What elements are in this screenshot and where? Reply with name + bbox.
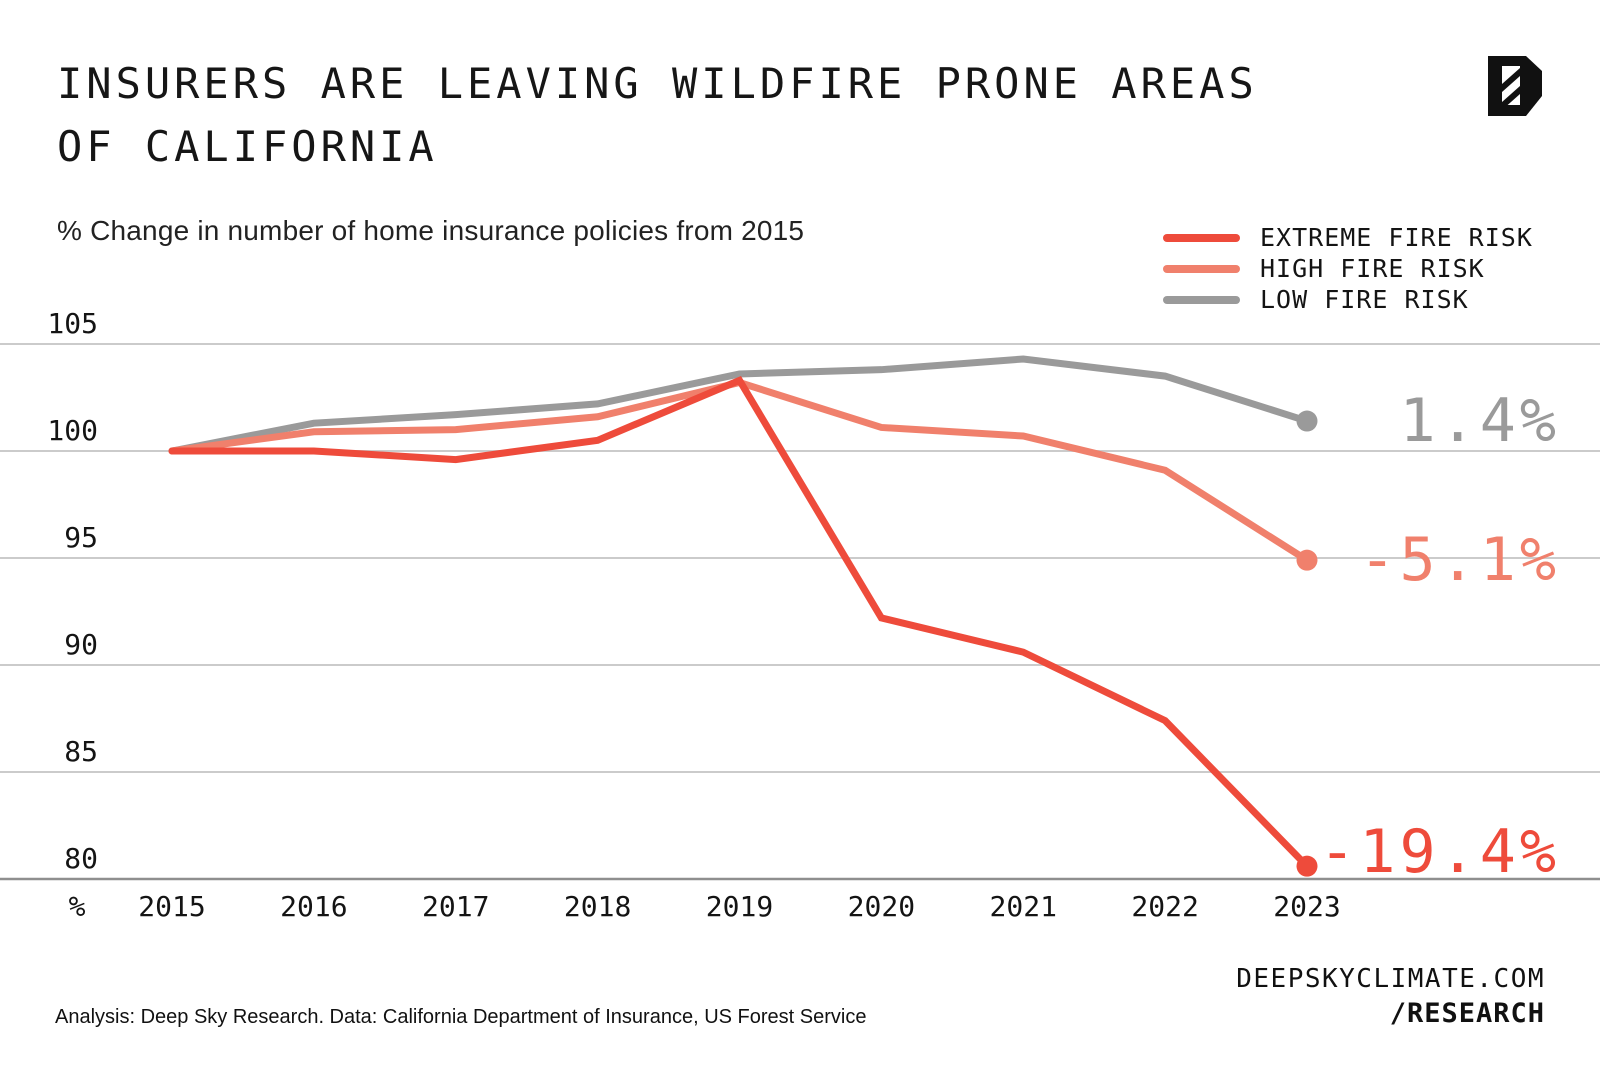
low-fire-risk-end-label: 1.4% (1399, 386, 1560, 457)
page-title: INSURERS ARE LEAVING WILDFIRE PRONE AREA… (57, 52, 1258, 178)
x-axis-unit: % (69, 890, 86, 923)
high-fire-risk-line (168, 378, 1311, 564)
high-fire-risk-end-dot (1296, 549, 1318, 571)
low-fire-risk-line (168, 355, 1311, 455)
y-tick-100: 100 (47, 414, 98, 447)
x-tick-2022: 2022 (1131, 890, 1198, 923)
site-url: DEEPSKYCLIMATE.COM (1236, 964, 1545, 994)
x-tick-2015: 2015 (138, 890, 205, 923)
title-line-2: OF CALIFORNIA (57, 122, 438, 171)
y-tick-80: 80 (64, 842, 98, 875)
legend-swatch-high (1163, 264, 1240, 273)
extreme-fire-risk-end-dot (1296, 855, 1318, 877)
deep-sky-logo-icon (1488, 56, 1542, 116)
legend-swatch-low (1163, 295, 1240, 304)
legend: EXTREME FIRE RISK HIGH FIRE RISK LOW FIR… (1163, 222, 1533, 315)
x-tick-2020: 2020 (848, 890, 915, 923)
high-fire-risk-end-label: -5.1% (1359, 525, 1560, 596)
x-tick-2018: 2018 (564, 890, 631, 923)
source-credit: Analysis: Deep Sky Research. Data: Calif… (55, 1006, 867, 1028)
extreme-fire-risk-line (168, 375, 1311, 870)
y-tick-95: 95 (64, 521, 98, 554)
site-research-tag: /RESEARCH (1389, 998, 1545, 1029)
legend-label: EXTREME FIRE RISK (1260, 223, 1533, 252)
x-tick-2017: 2017 (422, 890, 489, 923)
title-line-1: INSURERS ARE LEAVING WILDFIRE PRONE AREA… (57, 59, 1258, 108)
y-tick-105: 105 (47, 307, 98, 340)
low-fire-risk-end-dot (1296, 410, 1318, 432)
legend-item-low-fire-risk: LOW FIRE RISK (1163, 284, 1533, 315)
x-tick-2019: 2019 (706, 890, 773, 923)
x-tick-2021: 2021 (990, 890, 1057, 923)
y-tick-90: 90 (64, 628, 98, 661)
extreme-fire-risk-end-label: -19.4% (1319, 817, 1560, 887)
legend-label: HIGH FIRE RISK (1260, 254, 1485, 283)
legend-swatch-extreme (1163, 233, 1240, 242)
x-tick-2023: 2023 (1273, 890, 1340, 923)
legend-item-extreme-fire-risk: EXTREME FIRE RISK (1163, 222, 1533, 253)
chart-subtitle: % Change in number of home insurance pol… (57, 215, 805, 246)
legend-item-high-fire-risk: HIGH FIRE RISK (1163, 253, 1533, 284)
y-tick-85: 85 (64, 735, 98, 768)
x-tick-2016: 2016 (280, 890, 347, 923)
legend-label: LOW FIRE RISK (1260, 285, 1469, 314)
